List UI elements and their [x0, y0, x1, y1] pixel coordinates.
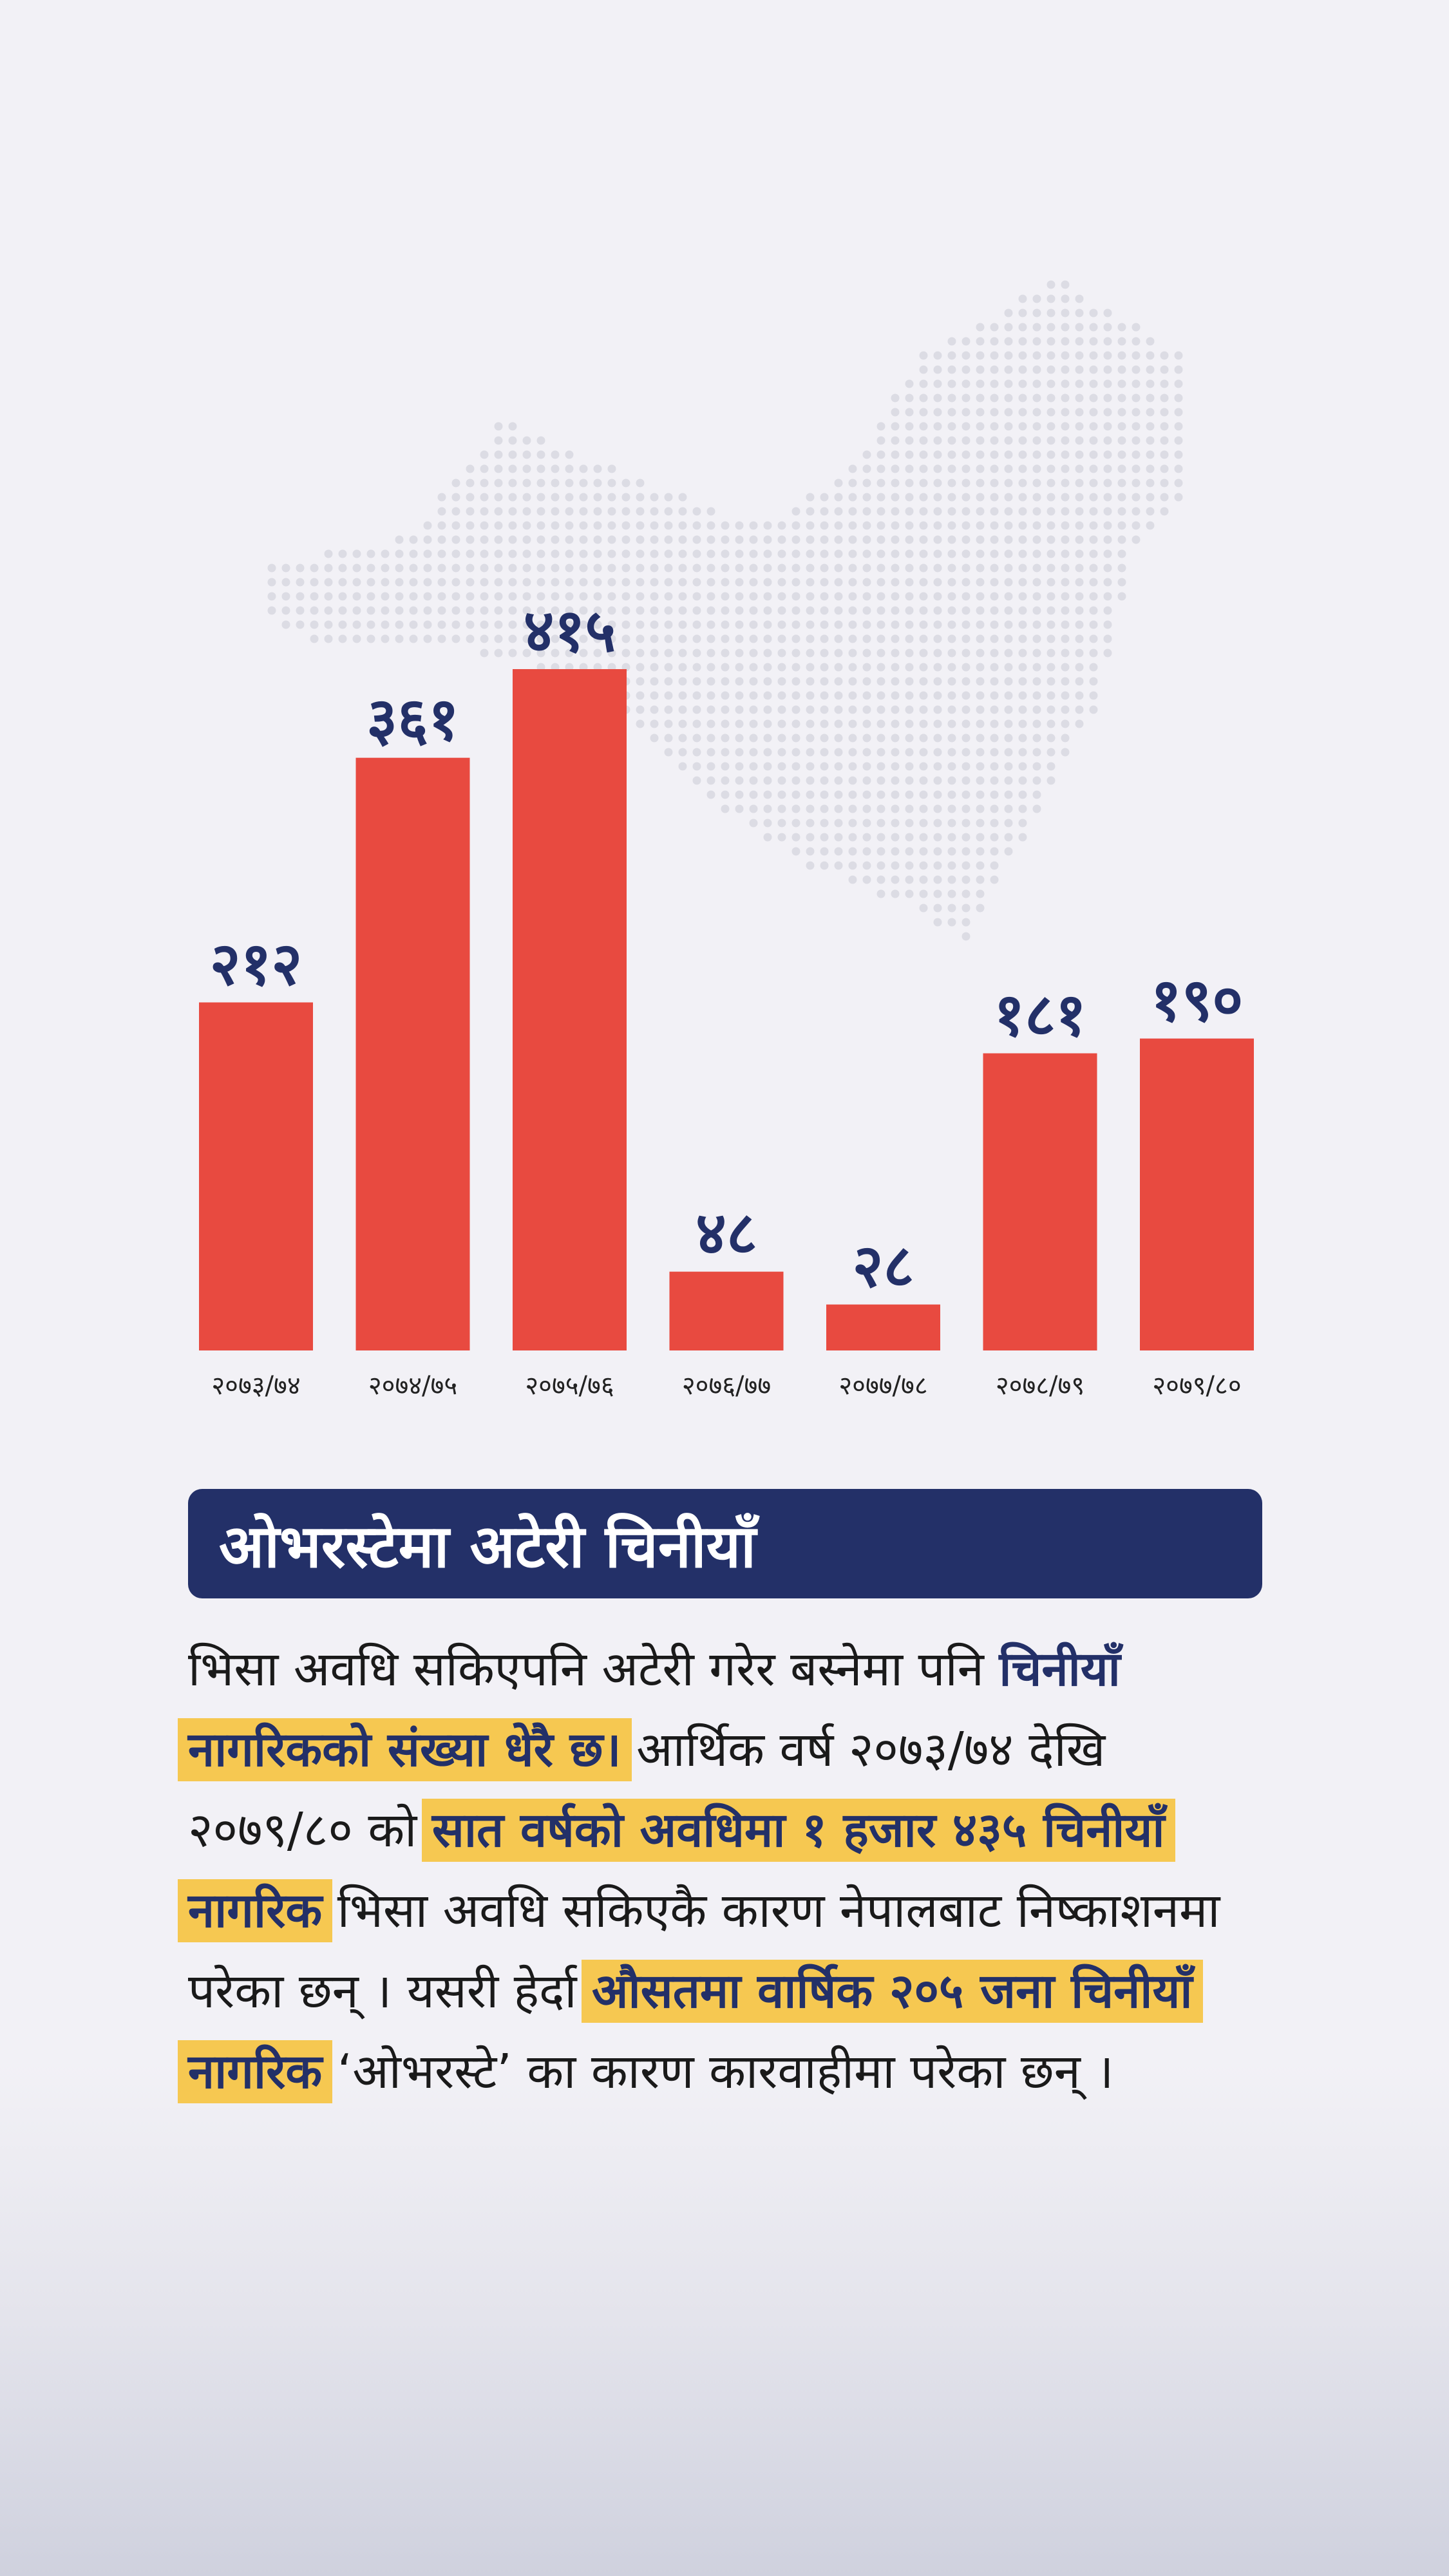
bar-value-label-7: १९० [1151, 966, 1244, 1035]
paragraph-highlight-1: नागरिकको संख्या धेरै छ। [178, 1718, 632, 1781]
category-label-1: २०७३/७४ [211, 1371, 300, 1401]
bar-2 [355, 757, 470, 1350]
bar-value-label-2: ३६१ [366, 685, 459, 754]
section-heading: ओभरस्टेमा अटेरी चिनीयाँ [219, 1511, 756, 1581]
paragraph-emphasis-1: चिनीयाँ [999, 1642, 1121, 1697]
bar-6 [983, 1053, 1097, 1350]
bar-value-label-4: ४८ [696, 1199, 757, 1268]
bar-5 [826, 1304, 940, 1350]
category-label-3: २०७५/७६ [525, 1371, 614, 1401]
category-label-6: २०७८/७९ [996, 1371, 1084, 1401]
section-heading-box: ओभरस्टेमा अटेरी चिनीयाँ [188, 1489, 1262, 1598]
paragraph-text-4: ‘ओभरस्टे’ का कारण कारवाहीमा परेका छन् । [322, 2044, 1114, 2099]
bar-4 [669, 1271, 784, 1350]
bar-value-label-5: २८ [853, 1232, 914, 1301]
bar-1 [199, 1002, 313, 1350]
paragraph-text-3: भिसा अवधि सकिएकै कारण नेपालबाट निष्काशनम… [188, 1883, 1220, 2019]
category-label-2: २०७४/७५ [368, 1371, 457, 1401]
bar-3 [513, 669, 627, 1350]
bar-chart: २१२ २०७३/७४ ३६१ २०७४/७५ ४१५ २०७५/७६ ४८ २०७६/७७ २… [199, 596, 1254, 1401]
category-label-7: २०७९/८० [1152, 1371, 1241, 1401]
bar-value-label-6: १८१ [994, 981, 1086, 1050]
bar-value-label-3: ४१५ [524, 596, 616, 665]
bar-7 [1140, 1038, 1254, 1350]
category-label-4: २०७६/७७ [682, 1371, 771, 1401]
paragraph-text-2: आर्थिक वर्ष २०७३/७४ देखि २०७९/८० को [188, 1722, 1106, 1858]
bar-value-label-1: २१२ [210, 930, 303, 999]
category-label-5: २०७७/७८ [838, 1371, 927, 1401]
article-paragraph: भिसा अवधि सकिएपनि अटेरी गरेर बस्नेमा पनि… [178, 1629, 1270, 2112]
paragraph-text-1: भिसा अवधि सकिएपनि अटेरी गरेर बस्नेमा पनि [188, 1642, 999, 1697]
